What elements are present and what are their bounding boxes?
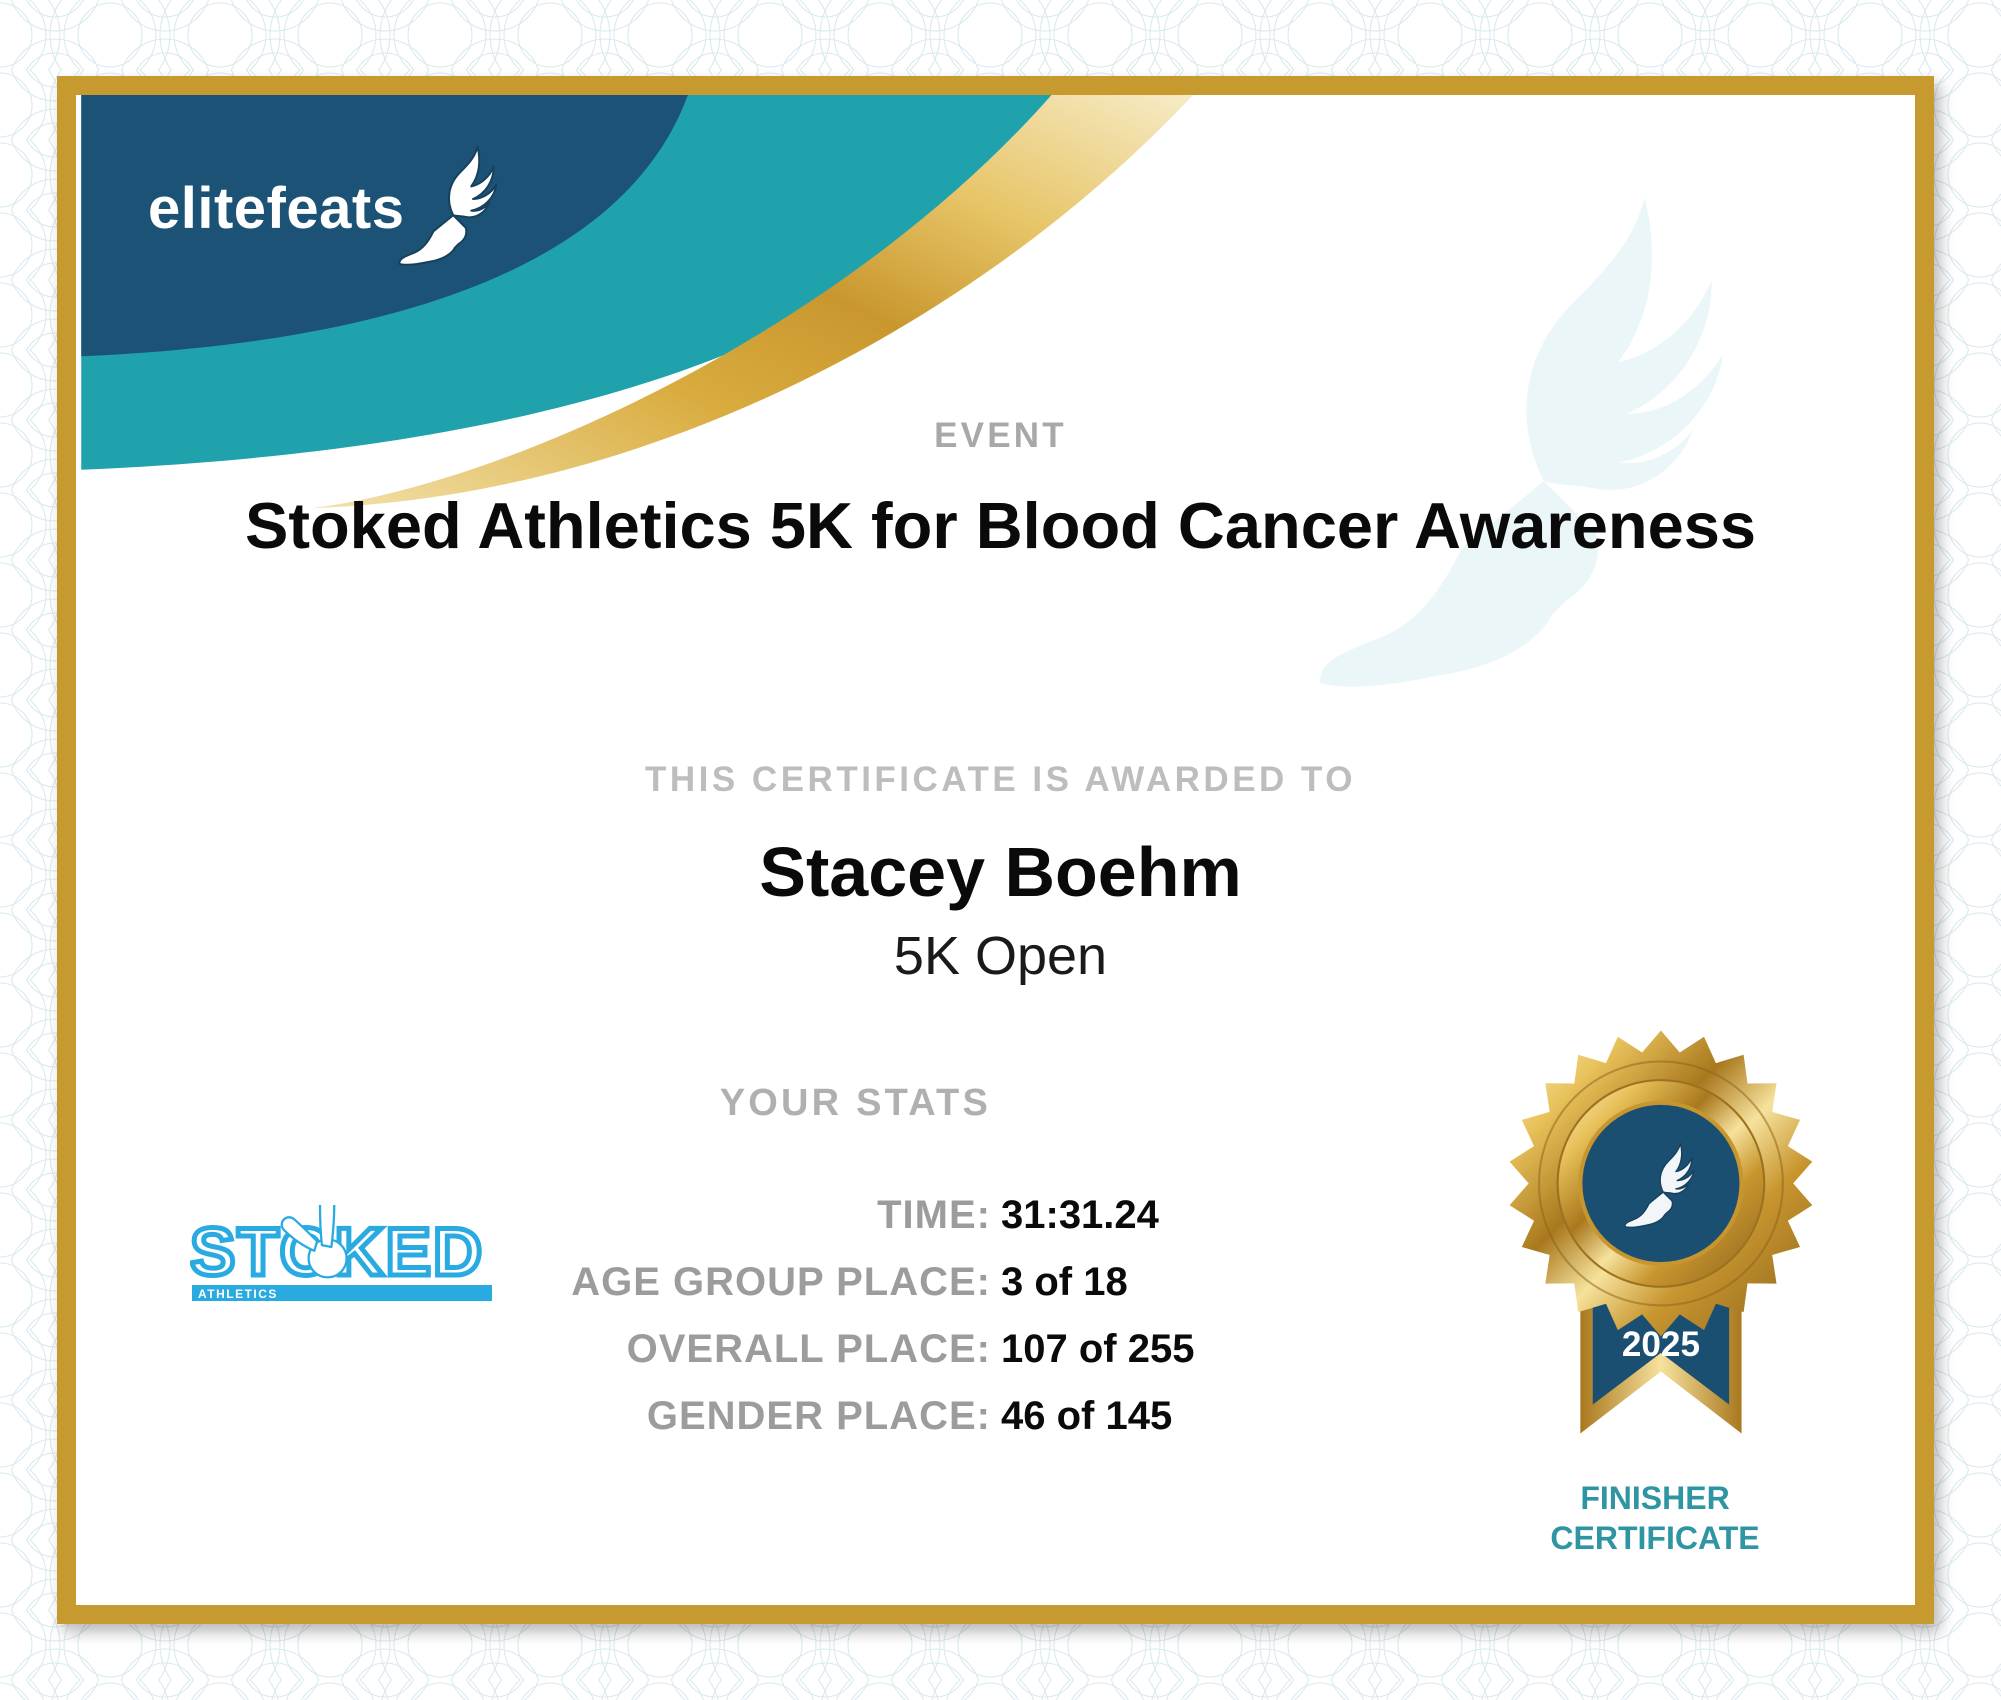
svg-text:2025: 2025 <box>1622 1325 1700 1364</box>
svg-text:ATHLETICS: ATHLETICS <box>198 1287 278 1301</box>
